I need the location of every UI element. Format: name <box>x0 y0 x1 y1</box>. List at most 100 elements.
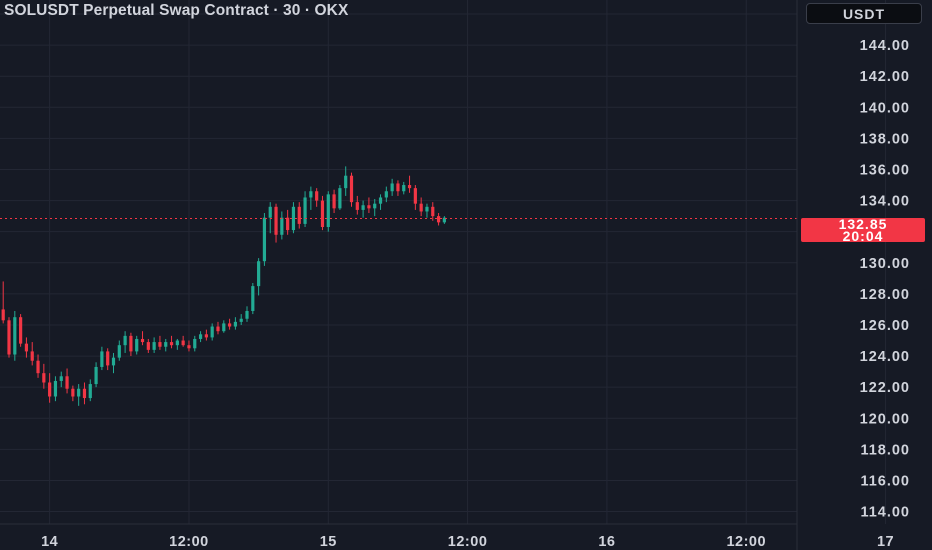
candle <box>367 197 371 214</box>
candle <box>320 195 325 231</box>
candle <box>65 368 69 394</box>
time-axis[interactable]: 14 12:00 15 12:00 16 12:00 17 <box>41 534 894 550</box>
price-tick-label: 126.00 <box>860 318 910 334</box>
candle <box>135 335 139 355</box>
time-tick-label: 15 <box>320 534 337 550</box>
candle <box>280 211 284 240</box>
time-tick-label: 17 <box>877 534 894 550</box>
price-tick-label: 134.00 <box>860 194 910 210</box>
price-tick-label: 118.00 <box>860 442 910 458</box>
time-tick-label: 12:00 <box>448 534 488 550</box>
candle-body <box>373 203 377 209</box>
candle <box>361 200 365 218</box>
candle-body <box>384 191 388 198</box>
candle-body <box>227 323 232 327</box>
candle-body <box>413 188 417 204</box>
candle <box>286 209 290 235</box>
candle-body <box>198 334 203 339</box>
candle <box>332 189 336 214</box>
candle-body <box>262 217 267 262</box>
candle-body <box>88 384 92 399</box>
candle <box>100 346 104 371</box>
candle <box>315 188 319 207</box>
price-tick-label: 122.00 <box>860 380 910 396</box>
price-tick-label: 144.00 <box>860 38 910 54</box>
candle-body <box>210 326 214 338</box>
candle <box>94 362 98 388</box>
candle-body <box>204 334 208 338</box>
price-tick-label: 124.00 <box>860 349 910 365</box>
candle <box>373 199 377 217</box>
candle <box>436 213 441 226</box>
candle <box>245 306 249 322</box>
candle <box>88 379 92 402</box>
price-tick-label: 128.00 <box>860 287 910 303</box>
candle <box>291 202 296 234</box>
candle-body <box>7 320 11 355</box>
candle-body <box>431 206 435 217</box>
candle-body <box>442 217 446 223</box>
candle <box>1 281 5 324</box>
candle-body <box>175 340 179 346</box>
candle <box>53 376 58 402</box>
candle <box>129 332 133 357</box>
candle <box>216 321 220 335</box>
candle <box>349 172 354 207</box>
candle <box>175 338 179 350</box>
candle-body <box>193 338 197 349</box>
candle <box>117 340 121 361</box>
candle <box>7 317 11 358</box>
candle <box>42 363 46 389</box>
candle <box>111 352 116 374</box>
candle <box>13 310 17 361</box>
candle-body <box>297 206 301 224</box>
candle-body <box>355 202 359 210</box>
candle <box>210 323 214 341</box>
candle-body <box>344 175 348 189</box>
candle-body <box>280 217 284 235</box>
candle <box>227 318 232 330</box>
currency-button[interactable]: USDT <box>806 3 922 24</box>
price-tick-label: 120.00 <box>860 411 910 427</box>
candle-body <box>48 382 52 397</box>
time-tick-label: 12:00 <box>726 534 766 550</box>
candle-body <box>59 376 63 381</box>
candle-body <box>251 286 255 311</box>
candle-body <box>291 206 296 231</box>
candle-body <box>407 185 412 189</box>
candle-body <box>19 317 23 344</box>
price-tick-label: 130.00 <box>860 256 910 272</box>
candle <box>442 216 446 224</box>
candle-body <box>320 200 325 228</box>
candle-body <box>315 191 319 201</box>
candle <box>407 175 412 193</box>
candle <box>71 385 75 402</box>
candle <box>146 338 150 353</box>
candle <box>193 335 197 352</box>
candle-body <box>216 326 220 332</box>
candle-body <box>245 310 249 319</box>
candle-body <box>82 388 87 399</box>
candle-body <box>361 205 365 210</box>
candle <box>152 337 156 353</box>
candle <box>48 373 52 403</box>
candle <box>326 191 330 232</box>
time-tick-label: 12:00 <box>169 534 209 550</box>
candle-body <box>436 216 441 223</box>
price-tick-label: 142.00 <box>860 69 910 85</box>
candle-body <box>187 345 191 349</box>
candle <box>233 317 237 330</box>
candle <box>140 331 145 346</box>
candle-body <box>303 197 307 224</box>
candle <box>36 354 40 378</box>
candle <box>378 194 383 210</box>
price-axis[interactable]: 114.00 116.00 118.00 120.00 122.00 124.00 126.… <box>860 7 910 521</box>
candle-body <box>169 342 174 346</box>
candle-body <box>349 175 354 203</box>
candle <box>82 382 87 405</box>
candle-body <box>257 261 261 287</box>
candle-body <box>53 380 58 397</box>
price-tick-label: 138.00 <box>860 131 910 147</box>
candle <box>431 202 435 221</box>
